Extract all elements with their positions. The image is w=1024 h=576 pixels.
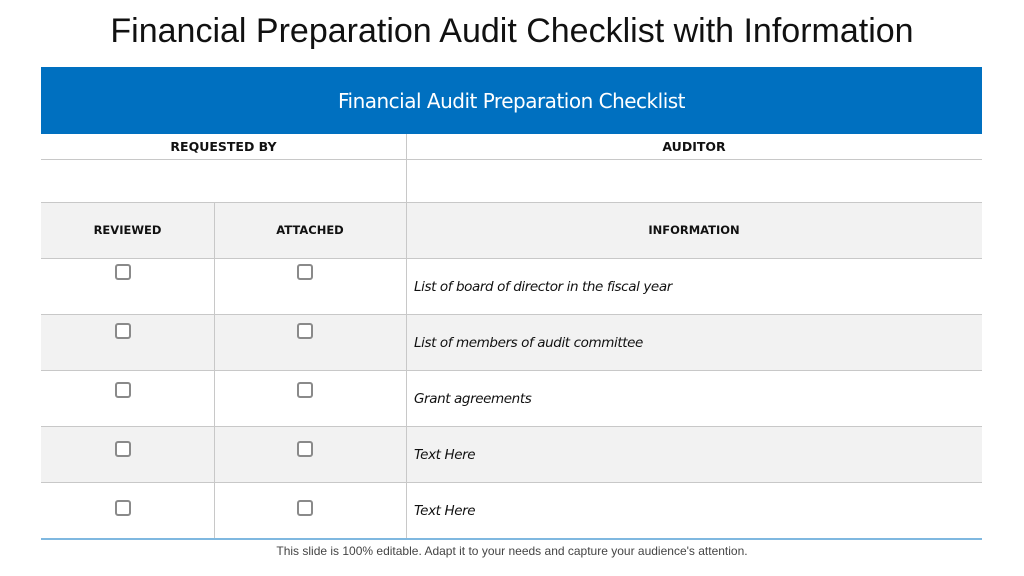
divider <box>41 258 982 259</box>
information-text: List of members of audit committee <box>414 335 643 351</box>
divider <box>41 202 982 203</box>
reviewed-checkbox[interactable] <box>115 323 131 339</box>
column-header-row <box>41 202 982 258</box>
page-title: Financial Preparation Audit Checklist wi… <box>110 12 914 50</box>
requested-by-header: REQUESTED BY <box>170 139 277 154</box>
row-bg <box>41 426 982 482</box>
attached-header: ATTACHED <box>276 223 344 237</box>
table-banner: Financial Audit Preparation Checklist <box>41 67 982 134</box>
divider <box>406 134 407 538</box>
attached-checkbox[interactable] <box>297 323 313 339</box>
information-text: Text Here <box>414 447 476 463</box>
attached-checkbox[interactable] <box>297 264 313 280</box>
divider <box>41 159 982 160</box>
reviewed-checkbox[interactable] <box>115 264 131 280</box>
requested-by-field[interactable] <box>41 159 406 202</box>
attached-checkbox[interactable] <box>297 441 313 457</box>
divider <box>41 314 982 315</box>
divider <box>41 482 982 483</box>
divider <box>41 426 982 427</box>
information-header: INFORMATION <box>648 223 740 237</box>
attached-checkbox[interactable] <box>297 382 313 398</box>
attached-checkbox[interactable] <box>297 500 313 516</box>
footer-note: This slide is 100% editable. Adapt it to… <box>276 544 748 558</box>
reviewed-checkbox[interactable] <box>115 500 131 516</box>
auditor-header: AUDITOR <box>662 139 726 154</box>
reviewed-header: REVIEWED <box>93 223 162 237</box>
divider <box>214 202 215 538</box>
information-text: Text Here <box>414 503 476 519</box>
bottom-rule <box>41 538 982 540</box>
reviewed-checkbox[interactable] <box>115 382 131 398</box>
divider <box>41 370 982 371</box>
row-bg <box>41 314 982 370</box>
reviewed-checkbox[interactable] <box>115 441 131 457</box>
information-text: Grant agreements <box>414 391 532 407</box>
information-text: List of board of director in the fiscal … <box>414 279 672 295</box>
auditor-field[interactable] <box>406 159 982 202</box>
